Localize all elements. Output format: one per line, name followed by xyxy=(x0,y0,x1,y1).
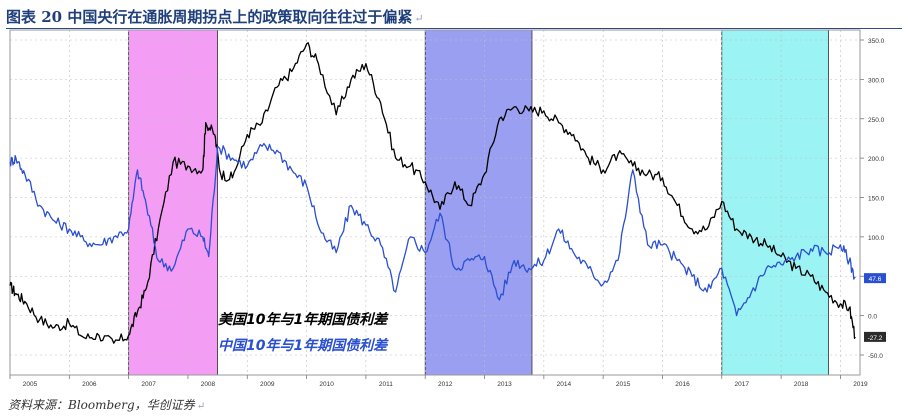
x-tick-label: 2011 xyxy=(379,381,393,388)
x-tick-label: 2008 xyxy=(201,381,216,388)
legend-entry-2: 中国10年与1年期国债利差 xyxy=(218,337,389,354)
grid-lines xyxy=(10,30,860,375)
y-tick-label: 100.0 xyxy=(868,235,885,242)
source-text: 资料来源：Bloomberg，华创证券 xyxy=(8,398,195,412)
x-tick-label: 2016 xyxy=(675,381,690,388)
chart-title-text: 图表 20 中国央行在通胀周期拐点上的政策取向往往过于偏紧 xyxy=(6,8,413,26)
x-tick-label: 2012 xyxy=(438,381,453,388)
chart-title: 图表 20 中国央行在通胀周期拐点上的政策取向往往过于偏紧 ↵ xyxy=(6,6,424,28)
y-tick-label: 0.0 xyxy=(868,314,877,321)
y-tick-label: 150.0 xyxy=(868,196,885,203)
source-note: 资料来源：Bloomberg，华创证券 ↵ xyxy=(8,396,205,413)
y-tick-label: 200.0 xyxy=(868,156,885,163)
y-tick-label: 250.0 xyxy=(868,117,885,124)
last-value-tag-1 xyxy=(864,331,886,342)
x-tick-label: 2018 xyxy=(794,381,809,388)
return-mark-icon: ↵ xyxy=(196,401,206,412)
last-value-tag-2 xyxy=(864,273,886,284)
x-tick-label: 2006 xyxy=(82,381,97,388)
plot-frame xyxy=(9,29,861,376)
series-lines xyxy=(9,42,856,344)
x-axis: 2005 2006 2007 2008 2009 2010 2011 2012 2013 2014… xyxy=(9,375,868,388)
last-value-labels: -27.2 47.6 xyxy=(864,273,886,342)
y-tick-label: 300.0 xyxy=(868,77,885,84)
y-axis: 350.0300.0250.0200.0150.0100.050.00.0-50… xyxy=(860,38,885,360)
shaded-period-3 xyxy=(721,29,829,376)
x-tick-label: 2015 xyxy=(616,381,631,388)
last-value-label-1: -27.2 xyxy=(868,335,883,342)
title-rule xyxy=(6,28,902,29)
y-tick-label: -50.0 xyxy=(868,353,883,360)
legend-entry-1: 美国10年与1年期国债利差 xyxy=(218,311,389,328)
y-tick-label: 350.0 xyxy=(868,38,885,45)
x-tick-label: 2013 xyxy=(497,381,512,388)
x-tick-label: 2017 xyxy=(735,381,750,388)
series-line-1 xyxy=(9,42,856,344)
shaded-periods xyxy=(128,29,829,376)
x-tick-label: 2007 xyxy=(141,381,156,388)
last-value-label-2: 47.6 xyxy=(869,276,882,283)
x-tick-label: 2014 xyxy=(557,381,572,388)
x-tick-label: 2005 xyxy=(23,381,38,388)
shaded-period-1 xyxy=(128,29,219,376)
return-mark-icon: ↵ xyxy=(414,12,424,25)
series-line-2 xyxy=(9,142,856,317)
x-tick-label: 2009 xyxy=(260,381,275,388)
x-tick-label: 2010 xyxy=(319,381,334,388)
x-tick-label: 2019 xyxy=(853,381,868,388)
